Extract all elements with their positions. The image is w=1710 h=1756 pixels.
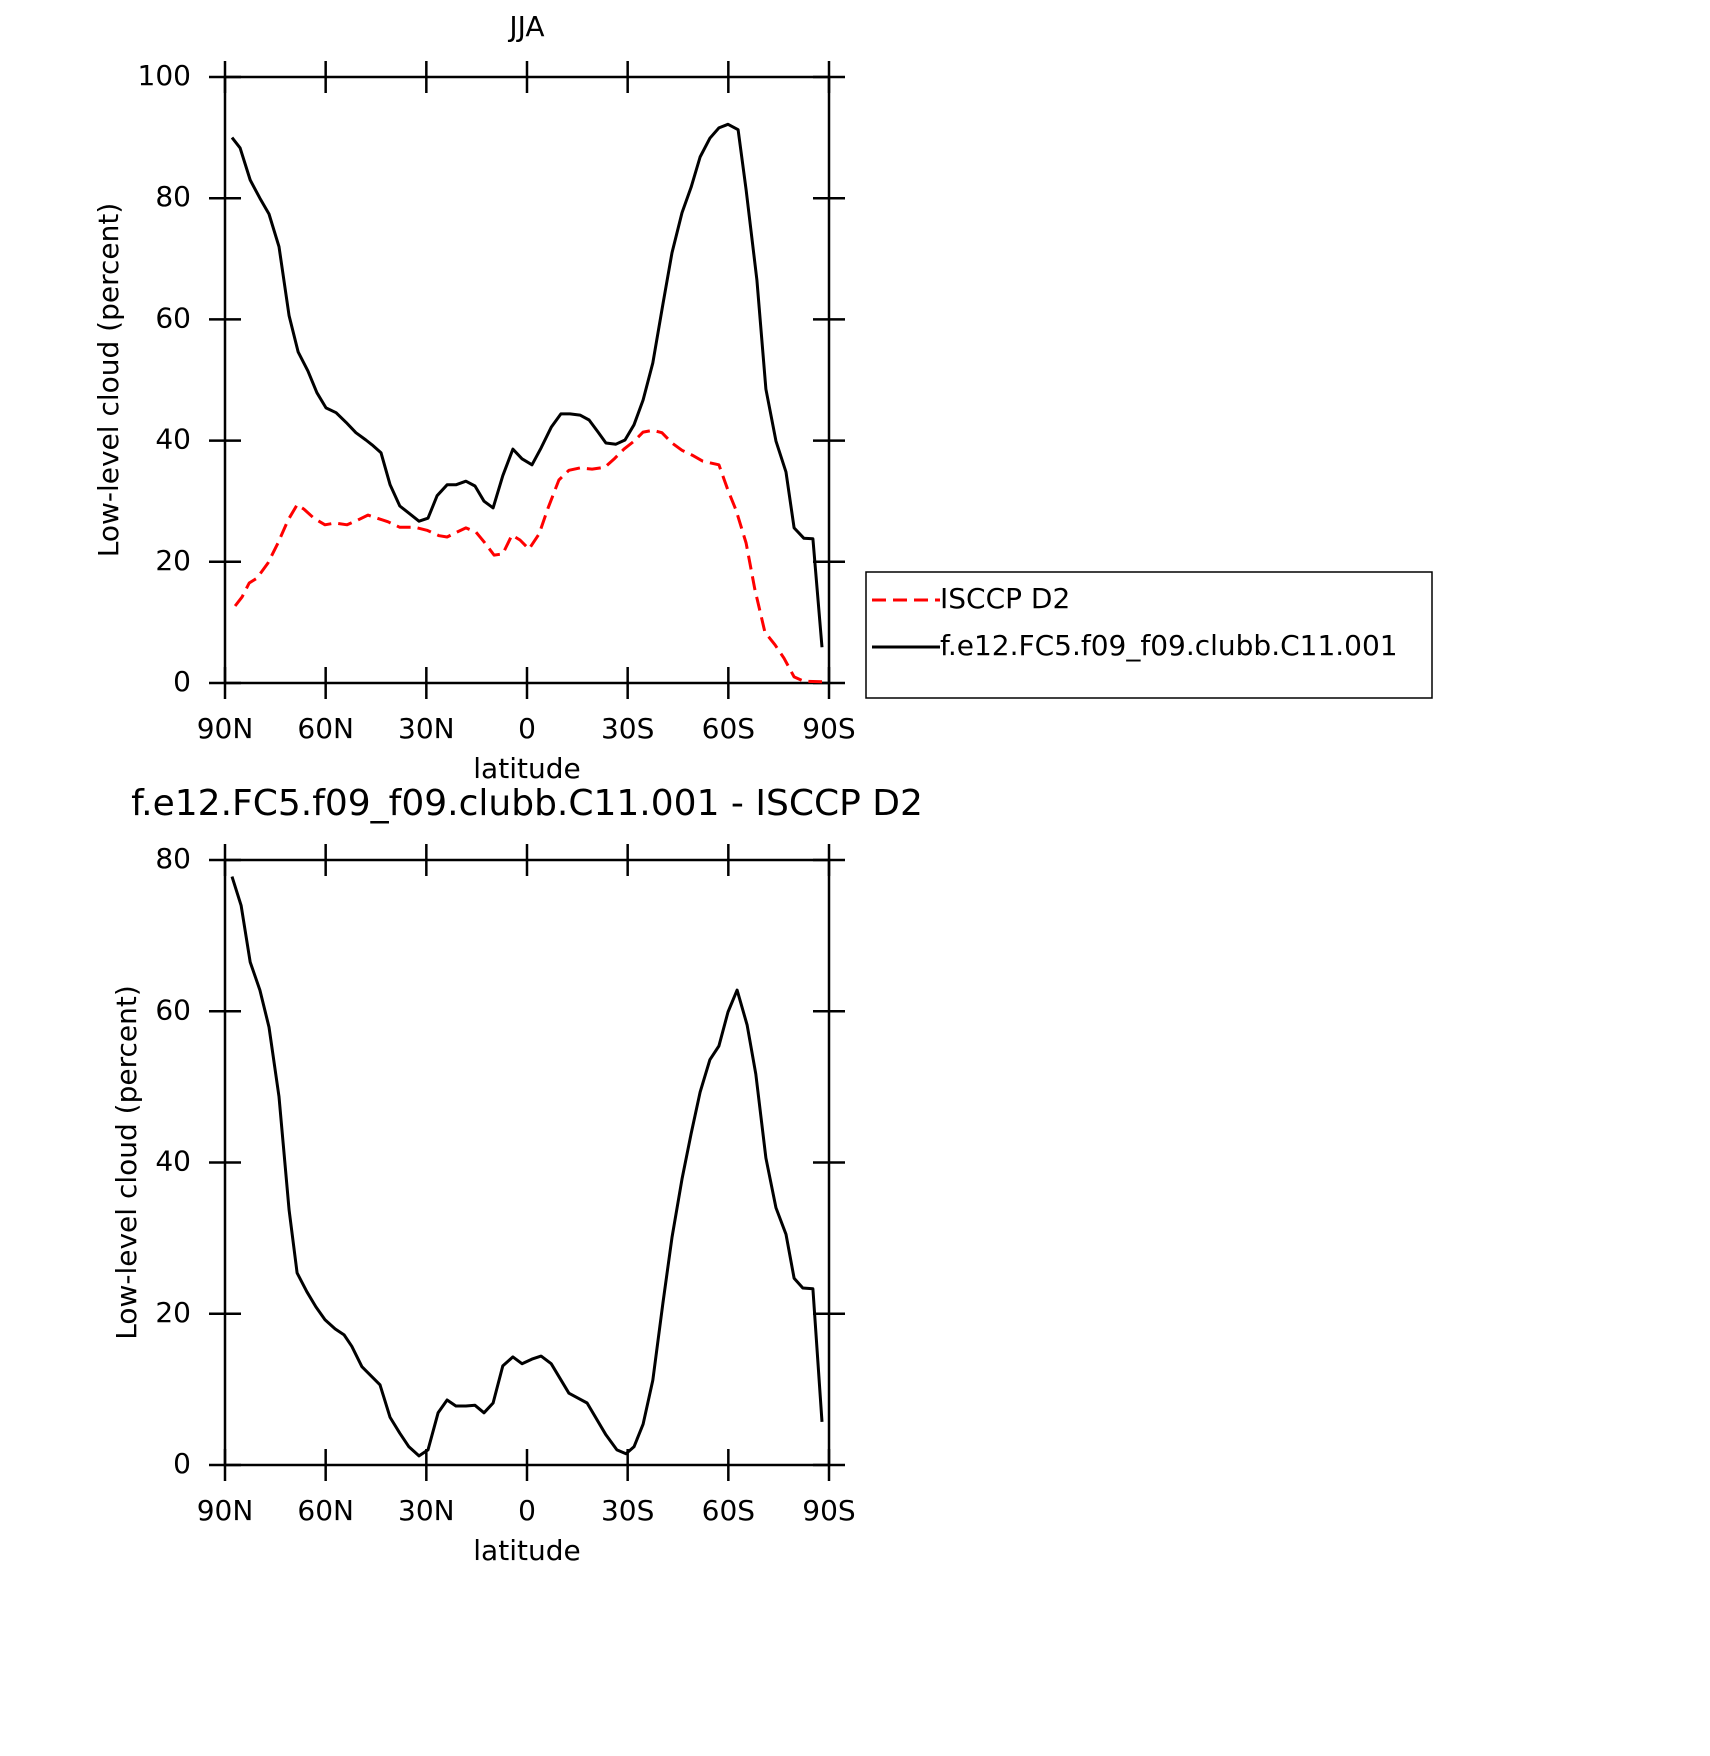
chart-title: f.e12.FC5.f09_f09.clubb.C11.001 - ISCCP … (131, 783, 923, 824)
plot-frame (223, 75, 831, 685)
x-tick-label: 90S (802, 1494, 855, 1527)
y-tick-label: 40 (155, 1145, 191, 1178)
legend-box (865, 571, 1433, 699)
y-tick-label: 20 (155, 544, 191, 577)
legend-label: f.e12.FC5.f09_f09.clubb.C11.001 (940, 629, 1398, 662)
x-tick-label: 60S (702, 712, 755, 745)
x-tick-label: 90N (197, 712, 254, 745)
y-tick-label: 100 (138, 59, 191, 92)
x-tick-label: 90N (197, 1494, 254, 1527)
x-tick-label: 30N (398, 1494, 455, 1527)
x-tick-label: 60S (702, 1494, 755, 1527)
y-tick-label: 40 (155, 423, 191, 456)
x-tick-label: 90S (802, 712, 855, 745)
x-tick-label: 60N (297, 712, 354, 745)
chart-title: JJA (507, 10, 544, 43)
x-tick-label: 0 (518, 712, 536, 745)
legend-label: ISCCP D2 (940, 582, 1070, 615)
x-tick-label: 30S (601, 1494, 654, 1527)
x-tick-label: 60N (297, 1494, 354, 1527)
y-tick-label: 60 (155, 301, 191, 334)
y-tick-label: 80 (155, 180, 191, 213)
data-line (233, 428, 823, 684)
data-line (230, 876, 824, 1458)
y-tick-label: 0 (173, 1447, 191, 1480)
y-tick-label: 60 (155, 993, 191, 1026)
x-tick-label: 30N (398, 712, 455, 745)
y-axis-label: Low-level cloud (percent) (110, 985, 143, 1340)
x-tick-label: 30S (601, 712, 654, 745)
x-axis-label: latitude (473, 1534, 580, 1567)
x-axis-label: latitude (473, 752, 580, 785)
x-tick-label: 0 (518, 1494, 536, 1527)
y-tick-label: 80 (155, 842, 191, 875)
y-tick-label: 20 (155, 1296, 191, 1329)
y-tick-label: 0 (173, 665, 191, 698)
data-line (230, 122, 824, 648)
plot-frame (223, 858, 831, 1467)
y-axis-label: Low-level cloud (percent) (92, 203, 125, 558)
